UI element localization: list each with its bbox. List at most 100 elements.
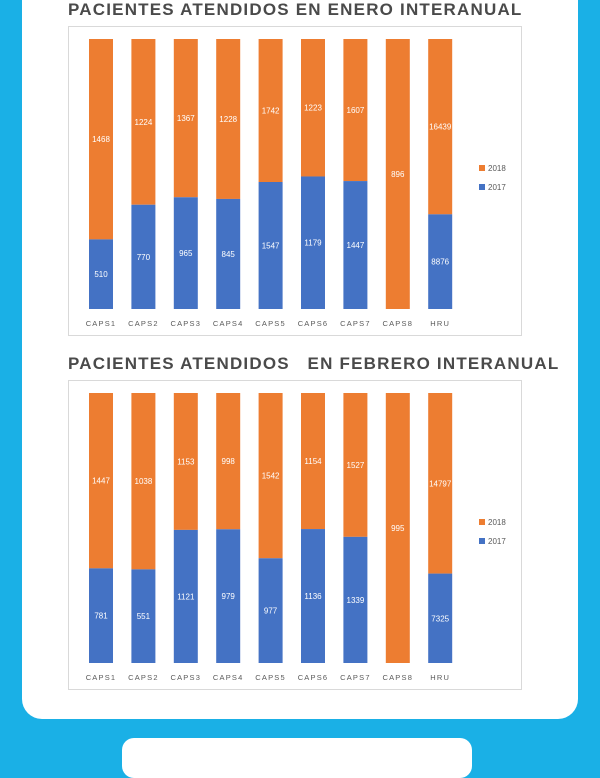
legend-label-2018: 2018 [488, 164, 506, 173]
label-2018-caps5: 1742 [262, 107, 280, 116]
label-2017-caps7: 1339 [347, 596, 365, 605]
tick-label-hru: HRU [430, 673, 450, 682]
label-2017-caps5: 1547 [262, 242, 280, 251]
label-2017-caps2: 551 [137, 612, 151, 621]
legend-label-2018: 2018 [488, 518, 506, 527]
bar-2018-caps4 [216, 393, 241, 530]
bar-2017-caps5 [258, 558, 283, 663]
chart-title-febrero: PACIENTES ATENDIDOS EN FEBRERO INTERANUA… [68, 354, 560, 373]
tick-label-caps2: CAPS2 [128, 319, 159, 328]
label-2018-caps3: 1367 [177, 114, 195, 123]
label-2018-caps6: 1154 [304, 457, 322, 466]
label-2017-caps6: 1179 [304, 239, 322, 248]
label-2018-caps8: 995 [391, 524, 405, 533]
tick-label-caps3: CAPS3 [170, 319, 201, 328]
bar-2017-hru [428, 214, 453, 309]
chart-title-enero: PACIENTES ATENDIDOS EN ENERO INTERANUAL [68, 0, 523, 19]
tick-label-hru: HRU [430, 319, 450, 328]
label-2017-caps1: 510 [94, 270, 108, 279]
bar-2018-caps5 [258, 39, 283, 183]
legend-label-2017: 2017 [488, 183, 506, 192]
label-2018-caps5: 1542 [262, 472, 280, 481]
bar-2017-caps6 [301, 176, 325, 309]
tick-label-caps1: CAPS1 [86, 319, 117, 328]
label-2017-caps1: 781 [94, 612, 108, 621]
bar-2017-caps3 [173, 197, 198, 309]
label-2018-hru: 16439 [429, 123, 452, 132]
bar-2018-hru [428, 393, 453, 574]
plot-frame-enero: 1468 510 CAPS1 1224 770 CAPS2 1367 965 CAPS3 1228… [68, 26, 522, 336]
tick-label-caps5: CAPS5 [255, 673, 286, 682]
bar-2018-caps5 [258, 393, 283, 559]
bar-2017-caps7 [343, 181, 368, 309]
label-2017-caps6: 1136 [304, 592, 322, 601]
bar-2018-caps3 [173, 39, 198, 198]
label-2018-caps4: 998 [222, 457, 236, 466]
tick-label-caps6: CAPS6 [298, 319, 329, 328]
tick-label-caps7: CAPS7 [340, 673, 371, 682]
label-2017-caps4: 845 [222, 250, 236, 259]
label-2017-caps4: 979 [222, 592, 236, 601]
bar-2018-caps4 [216, 39, 241, 199]
tick-label-caps8: CAPS8 [382, 673, 413, 682]
legend-swatch-2018 [479, 165, 485, 171]
chart-febrero: 1447 781 CAPS1 1038 551 CAPS2 1153 1121 CAPS3 998… [86, 393, 506, 682]
bar-2018-caps7 [343, 393, 368, 537]
label-2018-caps1: 1447 [92, 477, 110, 486]
bar-2018-hru [428, 39, 453, 215]
bar-2017-caps1 [89, 239, 113, 309]
bar-2017-caps1 [89, 568, 113, 663]
label-2017-caps5: 977 [264, 607, 278, 616]
label-2018-hru: 14797 [429, 479, 452, 488]
chart-enero: 1468 510 CAPS1 1224 770 CAPS2 1367 965 CAPS3 1228… [86, 39, 506, 328]
bar-2017-caps4 [216, 529, 241, 663]
label-2018-caps3: 1153 [177, 457, 195, 466]
tick-label-caps1: CAPS1 [86, 673, 117, 682]
tick-label-caps6: CAPS6 [298, 673, 329, 682]
bar-2018-caps3 [173, 393, 198, 530]
label-2017-caps3: 965 [179, 249, 193, 258]
bar-2017-caps2 [131, 204, 156, 309]
bar-2018-caps6 [301, 39, 325, 177]
tick-label-caps4: CAPS4 [213, 673, 244, 682]
label-2017-caps7: 1447 [347, 241, 365, 250]
bar-2018-caps2 [131, 39, 156, 205]
tick-label-caps3: CAPS3 [170, 673, 201, 682]
legend-label-2017: 2017 [488, 537, 506, 546]
label-2017-hru: 8876 [431, 258, 449, 267]
bar-2017-hru [428, 573, 453, 663]
bar-2018-caps8 [385, 39, 410, 309]
legend-swatch-2017 [479, 184, 485, 190]
label-2018-caps2: 1038 [135, 477, 153, 486]
label-2018-caps6: 1223 [304, 104, 322, 113]
label-2018-caps8: 896 [391, 170, 405, 179]
label-2018-caps1: 1468 [92, 135, 110, 144]
bar-2017-caps3 [173, 529, 198, 663]
bar-2018-caps8 [385, 393, 410, 663]
bar-2017-caps7 [343, 536, 368, 663]
plot-frame-febrero: 1447 781 CAPS1 1038 551 CAPS2 1153 1121 CAPS3 998… [68, 380, 522, 690]
bottom-panel [122, 738, 472, 778]
label-2018-caps7: 1607 [347, 106, 365, 115]
bar-2018-caps7 [343, 39, 368, 182]
bar-2018-caps1 [89, 393, 113, 569]
label-2017-caps3: 1121 [177, 592, 195, 601]
legend-swatch-2017 [479, 538, 485, 544]
tick-label-caps5: CAPS5 [255, 319, 286, 328]
tick-label-caps2: CAPS2 [128, 673, 159, 682]
tick-label-caps8: CAPS8 [382, 319, 413, 328]
bar-2017-caps4 [216, 198, 241, 309]
bar-2017-caps2 [131, 569, 156, 663]
label-2018-caps7: 1527 [347, 461, 365, 470]
label-2017-caps2: 770 [137, 253, 151, 262]
tick-label-caps4: CAPS4 [213, 319, 244, 328]
bar-2018-caps2 [131, 393, 156, 570]
tick-label-caps7: CAPS7 [340, 319, 371, 328]
label-2017-hru: 7325 [431, 614, 449, 623]
bar-2018-caps1 [89, 39, 113, 240]
bar-2017-caps6 [301, 529, 325, 663]
legend-swatch-2018 [479, 519, 485, 525]
bar-2018-caps6 [301, 393, 325, 530]
bar-2017-caps5 [258, 182, 283, 309]
label-2018-caps4: 1228 [219, 115, 237, 124]
